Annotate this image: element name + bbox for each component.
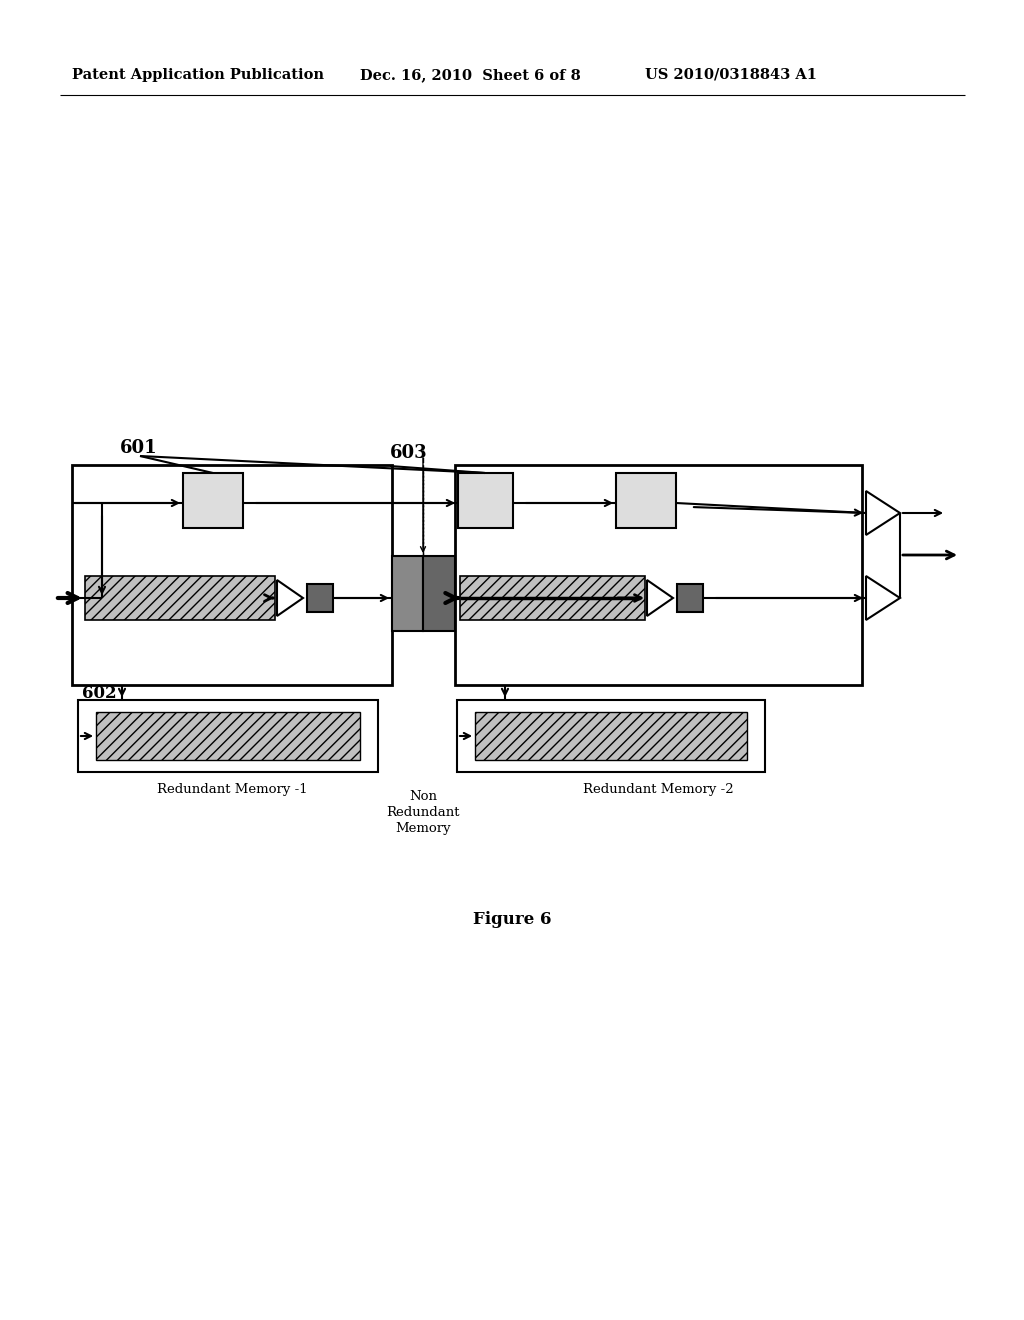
Text: 602: 602 [82,685,117,701]
Bar [458,473,513,528]
Text: 601: 601 [120,440,158,457]
Bar [78,700,378,772]
Bar [460,576,645,620]
Text: Figure 6: Figure 6 [473,912,551,928]
Bar [457,700,765,772]
Polygon shape [647,579,673,616]
Polygon shape [866,491,900,535]
Polygon shape [278,579,303,616]
Bar [423,556,455,631]
Bar [455,465,862,685]
Bar [475,711,746,760]
Bar [392,556,423,631]
Text: Patent Application Publication: Patent Application Publication [72,69,324,82]
Text: Redundant Memory -2: Redundant Memory -2 [583,784,733,796]
Text: Dec. 16, 2010  Sheet 6 of 8: Dec. 16, 2010 Sheet 6 of 8 [360,69,581,82]
Bar [677,583,703,612]
Text: US 2010/0318843 A1: US 2010/0318843 A1 [645,69,817,82]
Text: 603: 603 [390,444,428,462]
Bar [72,465,392,685]
Bar [616,473,676,528]
Polygon shape [866,576,900,620]
Text: Non
Redundant
Memory: Non Redundant Memory [386,789,460,836]
Text: Redundant Memory -1: Redundant Memory -1 [157,784,307,796]
Bar [85,576,275,620]
Bar [183,473,243,528]
Bar [96,711,360,760]
Bar [307,583,333,612]
